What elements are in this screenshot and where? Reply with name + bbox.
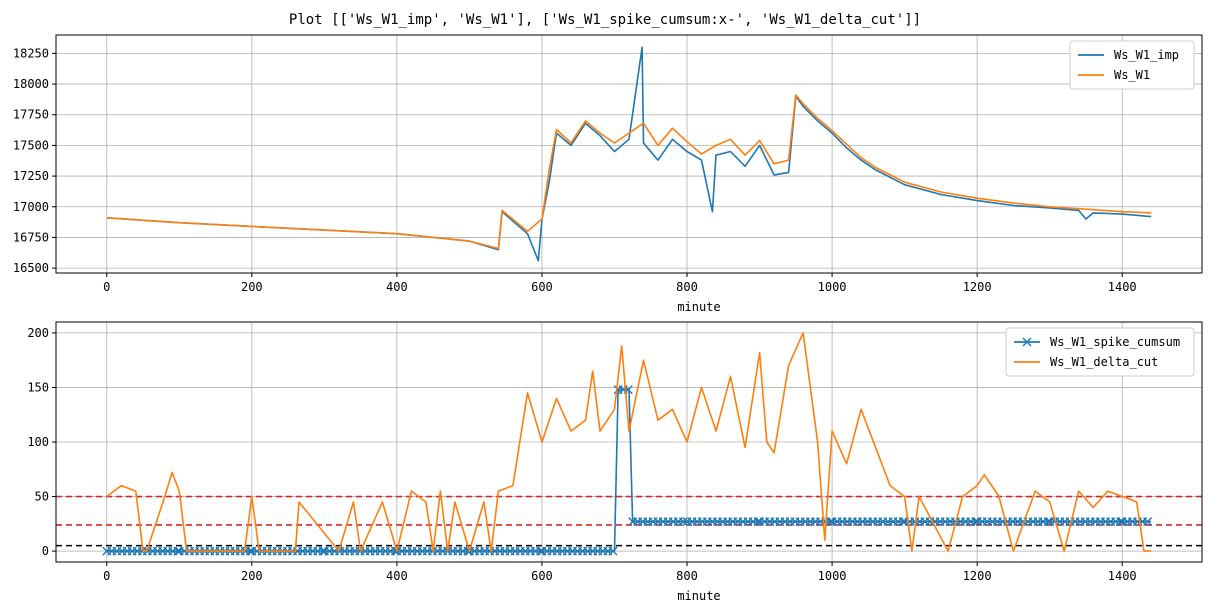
y-tick-label: 17250 (13, 169, 49, 183)
x-tick-label: 200 (241, 569, 263, 583)
plot-area (56, 332, 1202, 556)
axes-frame (55, 34, 1203, 274)
x-tick-label: 400 (386, 569, 408, 583)
x-tick-label: 1200 (963, 280, 992, 294)
legend-label: Ws_W1 (1114, 68, 1150, 82)
x-axis-label: minute (677, 589, 720, 603)
x-tick-label: 0 (103, 569, 110, 583)
legend-label: Ws_W1_delta_cut (1050, 355, 1158, 369)
legend-marker (1022, 337, 1032, 347)
legend-box (1069, 40, 1195, 90)
x-tick-label: 200 (241, 280, 263, 294)
x-tick-label: 1000 (818, 569, 847, 583)
x-tick-label: 1000 (818, 280, 847, 294)
x-tick-label: 800 (676, 569, 698, 583)
series-marker (678, 517, 688, 527)
y-tick-label: 17500 (13, 138, 49, 152)
y-tick-label: 18000 (13, 77, 49, 91)
series-line (106, 388, 1152, 552)
y-tick-label: 18250 (13, 46, 49, 60)
series-marker (608, 546, 618, 556)
legend-box (1005, 327, 1195, 377)
figure-title: Plot [['Ws_W1_imp', 'Ws_W1'], ['Ws_W1_sp… (289, 12, 921, 28)
y-tick-label: 17000 (13, 200, 49, 214)
series-marker (753, 517, 763, 527)
y-tick-label: 50 (35, 490, 49, 504)
series-line (106, 332, 1152, 552)
x-tick-label: 400 (386, 280, 408, 294)
bottom-chart: 0 200 400 600 800 1000 1200 1400 0 50 100 150 200 min… (27, 321, 1203, 603)
x-tick-label: 600 (531, 280, 553, 294)
top-chart: 0 200 400 600 800 1000 1200 1400 16500 16750 17000… (13, 34, 1203, 314)
y-tick-label: 100 (27, 435, 49, 449)
y-tick-label: 17750 (13, 108, 49, 122)
legend-label: Ws_W1_imp (1114, 48, 1179, 62)
x-tick-label: 1400 (1108, 569, 1137, 583)
series-marker (1043, 517, 1053, 527)
series-line (106, 94, 1152, 250)
series-line (106, 46, 1152, 262)
series-marker (318, 546, 328, 556)
y-tick-label: 16750 (13, 230, 49, 244)
series-marker (826, 517, 836, 527)
plot-area (106, 46, 1152, 262)
series-marker (173, 546, 183, 556)
x-axis-label: minute (677, 300, 720, 314)
series-marker (898, 517, 908, 527)
x-tick-label: 1400 (1108, 280, 1137, 294)
x-tick-label: 1200 (963, 569, 992, 583)
x-tick-label: 0 (103, 280, 110, 294)
legend-label: Ws_W1_spike_cumsum (1050, 335, 1180, 349)
x-tick-label: 800 (676, 280, 698, 294)
series-marker (245, 546, 255, 556)
series-marker (971, 517, 981, 527)
series-marker (1116, 517, 1126, 527)
x-tick-label: 600 (531, 569, 553, 583)
y-tick-label: 0 (42, 544, 49, 558)
y-tick-label: 200 (27, 326, 49, 340)
y-tick-label: 150 (27, 380, 49, 394)
series-marker (1143, 517, 1153, 527)
y-tick-label: 16500 (13, 261, 49, 275)
series-marker (536, 546, 546, 556)
